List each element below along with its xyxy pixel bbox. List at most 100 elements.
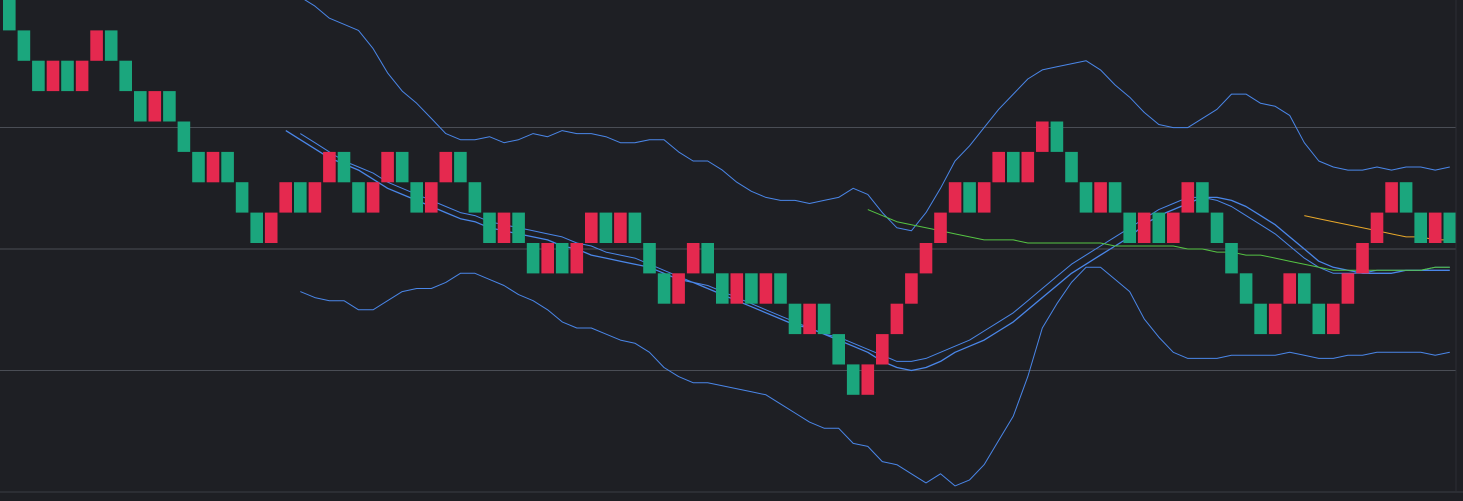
renko-brick-up — [410, 182, 423, 213]
renko-brick-down — [686, 243, 700, 274]
renko-brick-down — [541, 243, 554, 274]
renko-brick-down — [148, 91, 162, 122]
renko-brick-down — [1167, 212, 1180, 243]
renko-brick-down — [308, 182, 322, 213]
renko-brick-down — [992, 151, 1005, 183]
renko-brick-down — [90, 30, 103, 61]
renko-brick-down — [381, 151, 394, 183]
renko-brick-down — [75, 60, 89, 92]
renko-brick-up — [1123, 212, 1136, 243]
renko-brick-down — [876, 334, 889, 365]
renko-brick-down — [279, 182, 292, 213]
renko-brick-up — [1443, 212, 1457, 243]
renko-brick-up — [701, 243, 714, 274]
renko-brick-down — [977, 182, 991, 213]
renko-brick-down — [759, 273, 773, 304]
renko-brick-up — [119, 60, 132, 92]
renko-brick-up — [526, 243, 540, 274]
renko-brick-up — [1225, 243, 1238, 274]
renko-brick-up — [788, 303, 802, 335]
renko-brick-up — [454, 151, 467, 183]
renko-brick-up — [1108, 182, 1122, 213]
renko-brick-down — [948, 182, 962, 213]
renko-brick-down — [366, 182, 380, 213]
renko-brick-up — [745, 273, 758, 304]
renko-brick-up — [846, 364, 860, 395]
renko-brick-down — [264, 212, 278, 243]
renko-brick-up — [483, 212, 496, 243]
renko-brick-down — [1036, 121, 1049, 152]
bollinger-upper-line — [304, 0, 1450, 232]
renko-brick-down — [890, 303, 904, 335]
renko-brick-down — [934, 212, 947, 243]
renko-brick-up — [599, 212, 613, 243]
renko-brick-down — [585, 212, 598, 243]
renko-brick-up — [1298, 273, 1311, 304]
renko-brick-down — [803, 303, 816, 335]
bollinger-lower-line — [300, 266, 1450, 487]
renko-brick-down — [1268, 303, 1282, 335]
renko-brick-up — [32, 60, 45, 92]
renko-brick-down — [1181, 182, 1195, 213]
renko-brick-down — [1370, 212, 1384, 243]
renko-brick-up — [294, 182, 307, 213]
moving-average-green-line — [867, 209, 1450, 271]
renko-brick-down — [919, 243, 933, 274]
renko-brick-up — [716, 273, 729, 304]
renko-brick-down — [425, 182, 438, 213]
renko-brick-down — [730, 273, 744, 304]
renko-brick-up — [1210, 212, 1224, 243]
renko-brick-up — [1254, 303, 1267, 335]
renko-brick-down — [497, 212, 511, 243]
renko-brick-up — [134, 91, 147, 122]
renko-brick-up — [628, 212, 642, 243]
renko-brick-up — [512, 212, 525, 243]
renko-brick-up — [1152, 212, 1166, 243]
renko-brick-up — [1239, 273, 1253, 304]
renko-brick-up — [192, 151, 205, 183]
grid-layer — [0, 127, 1456, 372]
renko-brick-down — [1327, 303, 1340, 335]
renko-brick-up — [1196, 182, 1209, 213]
renko-brick-up — [1414, 212, 1427, 243]
renko-brick-up — [337, 151, 351, 183]
renko-brick-up — [17, 30, 31, 61]
renko-brick-up — [104, 30, 118, 61]
renko-brick-up — [817, 303, 831, 335]
renko-brick-up — [235, 182, 249, 213]
renko-brick-down — [46, 60, 60, 92]
renko-brick-down — [1021, 151, 1035, 183]
renko-brick-up — [643, 243, 656, 274]
renko-brick-down — [1283, 273, 1296, 304]
renko-brick-down — [1428, 212, 1442, 243]
renko-brick-down — [1341, 273, 1355, 304]
renko-brick-up — [177, 121, 191, 152]
renko-brick-down — [1385, 182, 1398, 213]
renko-brick-up — [395, 151, 409, 183]
renko-brick-up — [3, 0, 16, 31]
renko-brick-up — [963, 182, 976, 213]
renko-brick-down — [905, 273, 918, 304]
renko-brick-down — [439, 151, 453, 183]
renko-brick-up — [163, 91, 176, 122]
renko-brick-up — [774, 273, 787, 304]
renko-brick-up — [1065, 151, 1078, 183]
renko-brick-down — [1094, 182, 1107, 213]
renko-brick-up — [1312, 303, 1326, 335]
renko-brick-down — [206, 151, 220, 183]
renko-brick-up — [352, 182, 365, 213]
renko-brick-down — [570, 243, 584, 274]
renko-brick-down — [672, 273, 685, 304]
renko-brick-up — [657, 273, 671, 304]
renko-brick-up — [1007, 151, 1020, 183]
renko-brick-up — [1079, 182, 1093, 213]
renko-brick-down — [614, 212, 627, 243]
renko-brick-down — [861, 364, 875, 395]
renko-brick-down — [1356, 243, 1369, 274]
renko-brick-down — [323, 151, 336, 183]
middle-band-line — [285, 130, 1450, 372]
brick-layer — [3, 0, 1457, 395]
